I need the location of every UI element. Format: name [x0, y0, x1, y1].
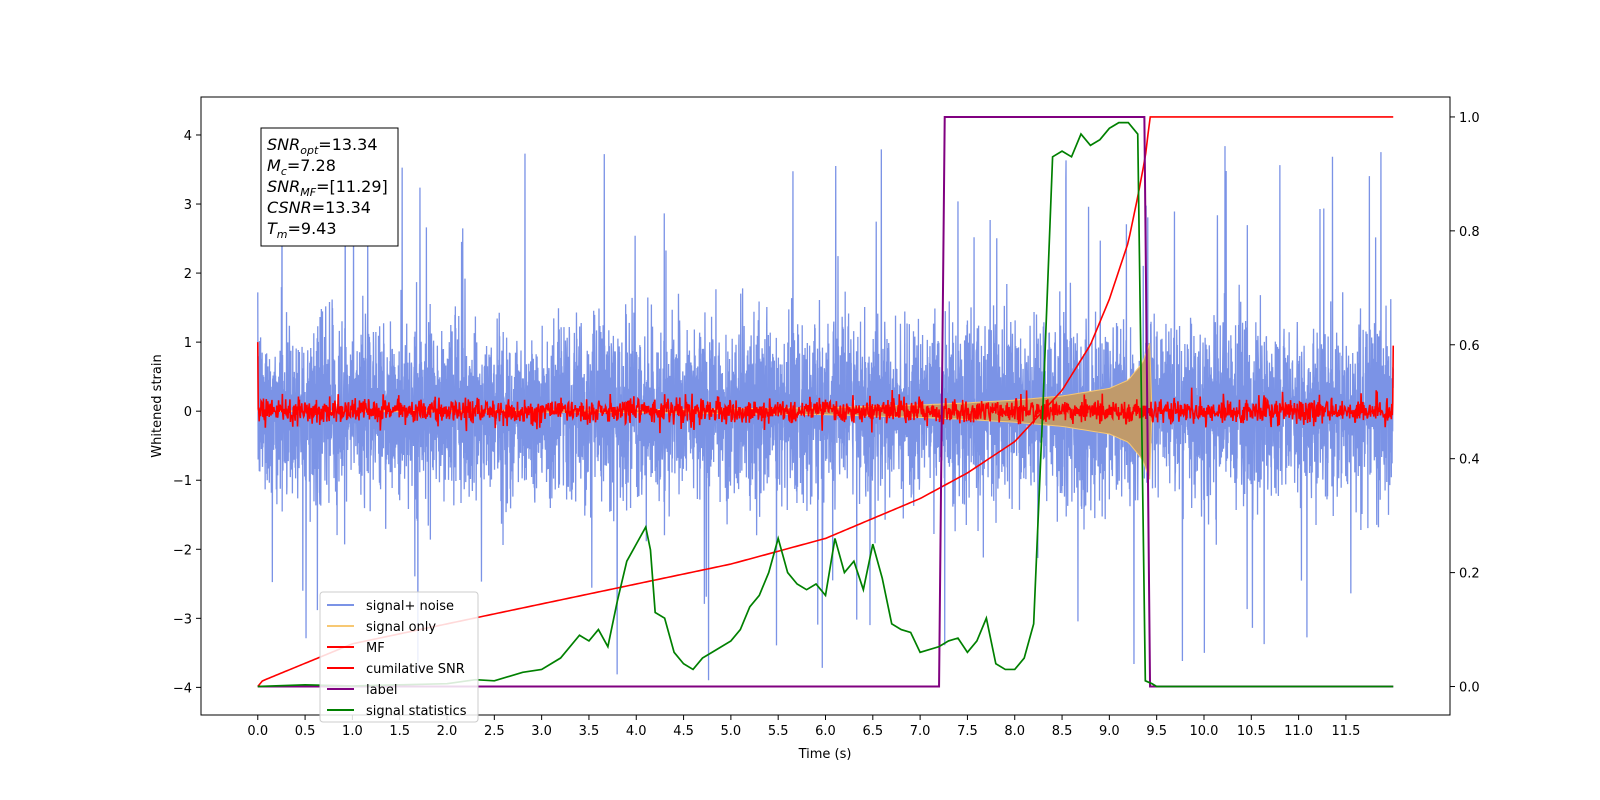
- y-left-tick-label: −2: [173, 543, 192, 558]
- x-tick-label: 7.5: [957, 724, 978, 739]
- y-left-tick-label: −1: [173, 474, 192, 489]
- x-tick-label: 10.5: [1237, 724, 1266, 739]
- y-right-tick-label: 0.4: [1459, 453, 1480, 468]
- x-tick-label: 9.5: [1146, 724, 1167, 739]
- y-axis-label: Whitened strain: [150, 354, 165, 457]
- x-tick-label: 7.0: [910, 724, 931, 739]
- legend-entry-label: signal only: [366, 620, 436, 635]
- x-tick-label: 11.0: [1284, 724, 1313, 739]
- annotation-line: Mc=7.28: [267, 156, 336, 178]
- x-tick-label: 5.0: [721, 724, 742, 739]
- x-tick-label: 3.5: [579, 724, 600, 739]
- y-left-tick-label: −3: [173, 612, 192, 627]
- legend-entry-label: cumilative SNR: [366, 662, 465, 677]
- stats-annotation-box: SNRopt=13.34Mc=7.28SNRMF=[11.29]CSNR=13.…: [260, 127, 399, 247]
- x-tick-label: 0.5: [295, 724, 316, 739]
- y-right-tick-label: 1.0: [1459, 111, 1480, 126]
- series-signal-statistics-line: [257, 121, 1394, 688]
- x-tick-label: 1.0: [342, 724, 363, 739]
- y-left-tick-label: 0: [184, 405, 192, 420]
- annotation-line: Tm=9.43: [267, 219, 337, 241]
- y-left-tick-label: 4: [184, 129, 192, 144]
- axis-ticks-layer: 0.0 0.5 1.0 1.5 2.0 2.5 3.0 3.5 4.0 4.5 5.0 5.5 6.0 6…: [173, 111, 1480, 739]
- y-left-tick-label: 3: [184, 198, 192, 213]
- x-tick-label: 0.0: [247, 724, 268, 739]
- x-tick-label: 6.0: [815, 724, 836, 739]
- x-tick-label: 4.5: [673, 724, 694, 739]
- y-right-tick-label: 0.0: [1459, 681, 1480, 696]
- legend-entry-label: label: [366, 683, 397, 698]
- x-tick-label: 2.5: [484, 724, 505, 739]
- y-left-tick-label: 1: [184, 336, 192, 351]
- x-tick-label: 8.0: [1004, 724, 1025, 739]
- legend-frame: [319, 591, 479, 723]
- x-tick-label: 2.0: [437, 724, 458, 739]
- x-tick-label: 8.5: [1052, 724, 1073, 739]
- x-tick-label: 6.5: [862, 724, 883, 739]
- x-tick-label: 5.5: [768, 724, 789, 739]
- x-axis-label: Time (s): [798, 747, 852, 762]
- y-left-tick-label: 2: [184, 267, 192, 282]
- annotation-line: SNRopt=13.34: [267, 135, 378, 157]
- y-right-tick-label: 0.8: [1459, 225, 1480, 240]
- x-tick-label: 9.0: [1099, 724, 1120, 739]
- series-mf-line: [256, 342, 1395, 434]
- legend: signal+ noise signal only MF cumilative SNR…: [319, 591, 479, 723]
- legend-entry-label: signal statistics: [366, 704, 467, 719]
- annotation-line: SNRMF=[11.29]: [267, 177, 388, 199]
- y-right-tick-label: 0.6: [1459, 339, 1480, 354]
- x-tick-label: 3.0: [531, 724, 552, 739]
- annotation-line: CSNR=13.34: [267, 198, 371, 217]
- x-tick-label: 1.5: [389, 724, 410, 739]
- y-right-tick-label: 0.2: [1459, 567, 1480, 582]
- legend-entry-label: MF: [366, 641, 385, 656]
- y-left-tick-label: −4: [173, 681, 192, 696]
- legend-entry-label: signal+ noise: [366, 599, 454, 614]
- x-tick-label: 11.5: [1331, 724, 1360, 739]
- x-tick-label: 4.0: [626, 724, 647, 739]
- annotation-frame: [260, 127, 399, 247]
- x-tick-label: 10.0: [1190, 724, 1219, 739]
